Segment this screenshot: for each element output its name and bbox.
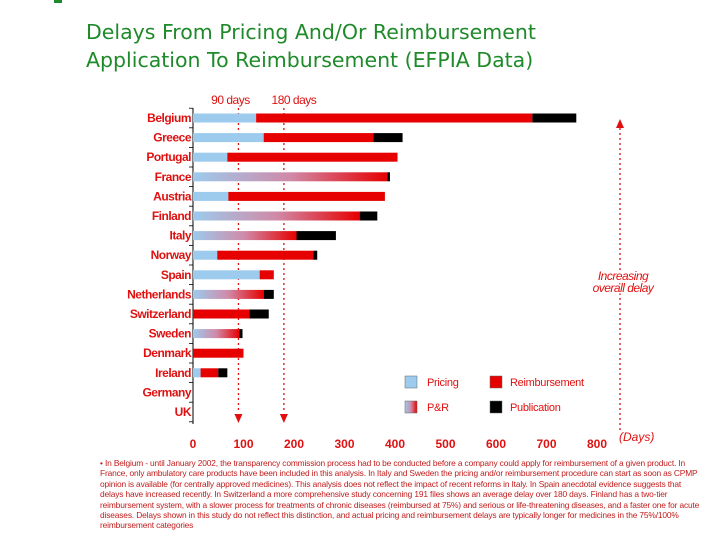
annotation-line-2: overall delay (593, 281, 655, 295)
x-tick-label: 100 (233, 437, 253, 451)
bar-pricing (193, 191, 229, 201)
category-label: Germany (142, 385, 191, 399)
bar-reimb (217, 250, 314, 260)
bar-pr (193, 231, 297, 241)
bar-reimb (228, 191, 385, 201)
x-tick-label: 300 (334, 437, 354, 451)
corner-accent (54, 0, 62, 3)
x-tick-label: 800 (587, 437, 607, 451)
bar-pub (313, 250, 318, 260)
x-tick-label: 0 (190, 437, 197, 451)
category-label: Greece (153, 131, 192, 145)
category-label: Ireland (155, 366, 191, 380)
x-tick-label: 700 (536, 437, 556, 451)
bar-pub (239, 329, 243, 339)
bar-pr (193, 172, 388, 182)
increasing-delay-arrowhead (616, 119, 624, 128)
reference-arrowhead (279, 414, 288, 423)
bar-reimb (263, 133, 374, 143)
bar-pr (193, 289, 264, 299)
legend-label: Publication (510, 402, 561, 414)
x-tick-label: 600 (486, 437, 506, 451)
legend-swatch-pr (404, 400, 418, 414)
bar-pub (249, 309, 269, 319)
legend-swatch-reimb (489, 375, 503, 389)
legend-label: Pricing (427, 377, 459, 389)
x-tick-label: 400 (385, 437, 405, 451)
x-axis-label: (Days) (619, 430, 654, 444)
bar-pr (193, 329, 240, 339)
x-tick-label: 200 (284, 437, 304, 451)
bar-pricing (193, 152, 228, 162)
reference-label: 180 days (272, 93, 317, 107)
category-label: Italy (169, 229, 191, 243)
bar-pricing (193, 113, 257, 123)
category-label: Norway (151, 248, 192, 262)
slide-title: Delays From Pricing And/Or Reimbursement… (86, 18, 706, 74)
bar-pricing (193, 368, 201, 378)
bar-pub (387, 172, 390, 182)
x-tick-label: 500 (435, 437, 455, 451)
bar-reimb (193, 309, 250, 319)
category-label: Netherlands (127, 287, 192, 301)
bar-pricing (193, 133, 264, 143)
bar-reimb (200, 368, 219, 378)
bar-pub (218, 368, 228, 378)
title-line-2: Application To Reimbursement (EFPIA Data… (86, 48, 534, 72)
bar-pricing (193, 270, 260, 280)
category-label: Denmark (143, 346, 192, 360)
title-line-1: Delays From Pricing And/Or Reimbursement (86, 20, 536, 44)
category-label: Portugal (146, 150, 191, 164)
category-label: Spain (161, 268, 191, 282)
legend-label: Reimbursement (510, 377, 584, 389)
bar-reimb (259, 270, 274, 280)
category-label: Finland (152, 209, 191, 223)
category-label: UK (175, 405, 192, 419)
bar-pub (296, 231, 336, 241)
bar-pub (263, 289, 274, 299)
footnote: • In Belgium - until January 2002, the t… (100, 458, 700, 531)
bar-reimb (256, 113, 533, 123)
reference-arrowhead (234, 414, 243, 423)
category-label: France (155, 170, 192, 184)
category-label: Sweden (149, 327, 192, 341)
bar-pub (373, 133, 403, 143)
bar-pr (193, 211, 360, 221)
category-label: Belgium (147, 111, 191, 125)
bar-pub (532, 113, 577, 123)
annotation-line-1: Increasing (598, 269, 649, 283)
reference-label: 90 days (211, 93, 250, 107)
legend-swatch-pricing (404, 375, 418, 389)
legend-swatch-pub (489, 400, 503, 414)
bar-pricing (193, 250, 218, 260)
category-label: Switzerland (130, 307, 191, 321)
legend-label: P&R (427, 402, 449, 414)
bar-pub (359, 211, 378, 221)
bar-reimb (227, 152, 398, 162)
category-label: Austria (153, 189, 192, 203)
bar-reimb (193, 348, 244, 358)
